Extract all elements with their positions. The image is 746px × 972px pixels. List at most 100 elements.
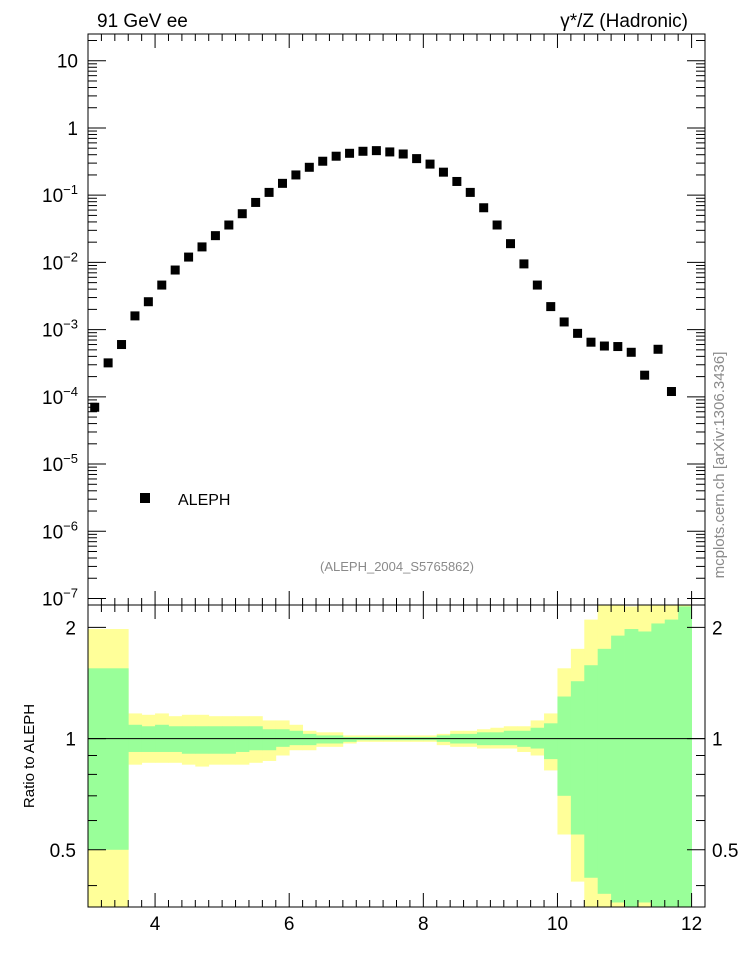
data-point: [130, 311, 140, 321]
ratio-band-inner: [544, 723, 558, 760]
data-point: [184, 252, 194, 262]
y-tick-label: 10−5: [42, 451, 78, 476]
ratio-band-inner: [302, 733, 317, 746]
data-point: [465, 187, 475, 197]
ratio-band-inner: [611, 635, 625, 903]
ratio-y-tick-label: 1: [712, 730, 723, 751]
ratio-y-tick-label: 0.5: [50, 841, 76, 862]
data-point: [412, 154, 422, 164]
data-point: [170, 265, 180, 275]
ratio-y-tick-label: 0.5: [712, 841, 738, 862]
x-tick-label: 6: [284, 914, 295, 935]
data-point: [291, 170, 301, 180]
data-point: [438, 167, 448, 177]
main-plot-panel: 10 1 10−1 10−2 10−3 10−4 10−5 10−6 10−7 ALEPH (A…: [42, 33, 706, 610]
title-left: 91 GeV ee: [97, 11, 188, 32]
ratio-band-inner: [557, 696, 572, 796]
data-point: [573, 328, 583, 338]
ratio-band-inner: [289, 730, 304, 746]
y-tick-label: 10−3: [42, 317, 78, 342]
data-point: [479, 203, 489, 213]
main-plot-frame: [87, 33, 706, 606]
data-point: [425, 159, 435, 169]
data-point: [519, 259, 529, 269]
ratio-band-inner: [597, 648, 612, 894]
data-point: [532, 280, 542, 290]
ratio-band-inner: [262, 729, 277, 751]
data-point: [385, 147, 395, 157]
data-point: [398, 149, 408, 159]
y-tick-label: 10−1: [42, 182, 78, 207]
data-point: [304, 162, 314, 172]
data-point: [613, 342, 623, 352]
data-point: [640, 370, 650, 380]
y-tick-label: 10−4: [42, 384, 78, 409]
data-point: [251, 197, 261, 207]
ratio-band-inner: [235, 726, 250, 752]
watermark: mcplots.cern.ch [arXiv:1306.3436]: [711, 352, 728, 579]
data-point: [506, 239, 516, 249]
ratio-plot-ticks: 0.5 0.51 12 24 6 8 10 12: [50, 605, 738, 935]
data-point: [653, 344, 663, 354]
ratio-band-inner: [141, 726, 156, 752]
ratio-y-tick-label: 2: [712, 618, 723, 639]
x-tick-label: 10: [547, 914, 568, 935]
x-tick-label: 12: [681, 914, 702, 935]
ratio-band-inner: [168, 726, 183, 752]
ratio-band-inner: [208, 726, 223, 754]
ratio-band-inner: [503, 730, 518, 746]
ratio-band-inner: [678, 606, 692, 907]
data-point: [666, 387, 676, 397]
y-tick-label: 10−6: [42, 518, 78, 543]
data-point: [371, 146, 381, 156]
data-point: [157, 280, 167, 290]
ratio-band-inner: [664, 619, 679, 907]
data-point: [546, 302, 556, 312]
data-point: [237, 209, 247, 219]
data-point: [197, 242, 207, 252]
data-point: [143, 297, 153, 307]
ratio-band-inner: [570, 681, 585, 835]
legend: ALEPH: [140, 492, 230, 509]
data-point: [264, 187, 274, 197]
ratio-band-inner: [275, 729, 290, 747]
ratio-y-tick-label: 2: [65, 618, 76, 639]
ratio-band-inner: [342, 737, 357, 742]
data-point: [277, 178, 287, 188]
y-tick-label: 10: [57, 52, 78, 73]
data-point: [210, 231, 220, 241]
ratio-band-inner: [316, 735, 330, 744]
ratio-band-inner: [584, 665, 599, 878]
data-point: [103, 358, 113, 368]
data-point: [318, 156, 328, 166]
ratio-y-tick-label: 1: [65, 730, 76, 751]
main-plot-ticks: 10 1 10−1 10−2 10−3 10−4 10−5 10−6 10−7: [42, 34, 705, 610]
ratio-band-inner: [195, 726, 210, 754]
y-tick-label: 10−2: [42, 249, 78, 274]
y-tick-label: 1: [67, 119, 78, 140]
data-point: [492, 220, 502, 230]
x-tick-label: 8: [418, 914, 429, 935]
legend-marker: [140, 493, 150, 503]
x-tick-label: 4: [150, 914, 161, 935]
data-point: [358, 146, 368, 156]
legend-label: ALEPH: [178, 492, 230, 509]
data-point: [559, 317, 569, 327]
data-point: [345, 148, 355, 158]
ratio-bands: [88, 605, 692, 907]
ratio-band-inner: [624, 629, 639, 907]
ratio-plot-panel: 0.5 0.51 12 24 6 8 10 12 Ratio to ALEPH: [21, 604, 738, 935]
data-point: [452, 176, 462, 186]
title-right: γ*/Z (Hadronic): [560, 11, 688, 32]
ratio-band-inner: [88, 668, 129, 850]
ratio-band-inner: [181, 726, 196, 754]
y-tick-label: 10−7: [42, 585, 78, 610]
data-point: [117, 340, 127, 350]
analysis-tag: (ALEPH_2004_S5765862): [320, 559, 474, 574]
ratio-band-inner: [222, 726, 236, 754]
main-plot-markers: [90, 146, 676, 412]
ratio-ylabel: Ratio to ALEPH: [21, 704, 38, 808]
ratio-band-inner: [651, 623, 666, 907]
data-point: [599, 341, 609, 351]
